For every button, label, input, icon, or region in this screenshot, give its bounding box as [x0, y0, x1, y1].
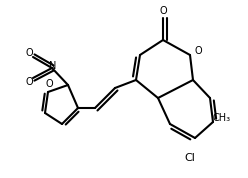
Text: O: O — [194, 46, 202, 56]
Text: Cl: Cl — [185, 153, 195, 163]
Text: CH₃: CH₃ — [213, 113, 231, 123]
Text: O: O — [25, 48, 33, 58]
Text: O: O — [25, 77, 33, 87]
Text: O: O — [45, 79, 53, 89]
Text: O: O — [159, 6, 167, 16]
Text: N: N — [49, 61, 57, 71]
